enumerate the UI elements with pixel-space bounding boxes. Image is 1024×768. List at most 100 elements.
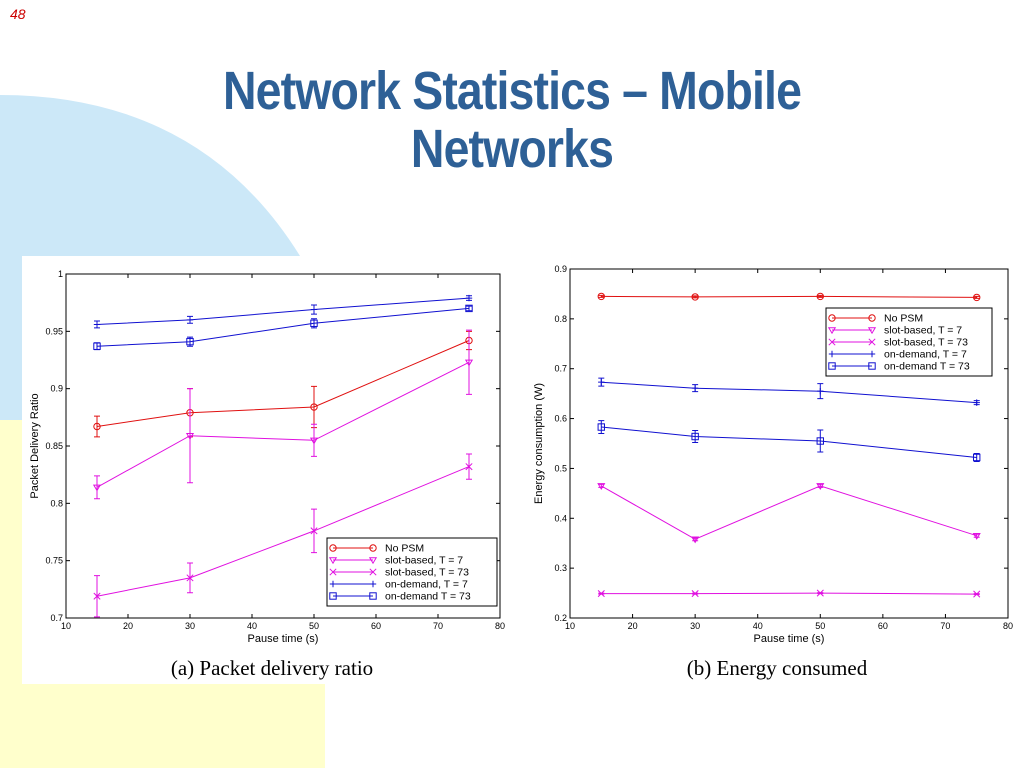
yellow-band-left xyxy=(0,420,22,684)
legend-marker xyxy=(828,350,836,358)
legend-marker xyxy=(828,314,836,322)
data-point xyxy=(816,437,824,445)
data-point xyxy=(817,387,824,395)
legend-label: No PSM xyxy=(884,313,923,325)
x-tick-label: 10 xyxy=(61,621,71,631)
data-point xyxy=(93,592,101,600)
legend-marker xyxy=(868,350,876,358)
error-bar xyxy=(598,483,605,488)
error-bar xyxy=(311,423,317,457)
legend-marker xyxy=(369,544,377,552)
legend-marker xyxy=(868,338,876,346)
data-point xyxy=(309,437,319,445)
data-point xyxy=(816,483,825,491)
y-tick-label: 0.8 xyxy=(50,498,63,508)
series-line xyxy=(601,485,977,540)
error-bar xyxy=(817,483,824,488)
y-tick-label: 0.85 xyxy=(45,441,63,451)
data-point xyxy=(93,342,101,350)
error-bar xyxy=(466,329,472,395)
legend-marker xyxy=(329,592,337,600)
error-bar xyxy=(187,388,193,484)
data-point xyxy=(691,432,699,441)
x-tick-label: 70 xyxy=(940,621,950,631)
legend-marker xyxy=(867,327,877,335)
error-bar xyxy=(466,305,472,312)
x-tick-label: 30 xyxy=(185,621,195,631)
legend-marker xyxy=(868,314,876,322)
y-tick-label: 0.8 xyxy=(554,314,567,324)
x-tick-label: 40 xyxy=(247,621,257,631)
legend-label: on-demand, T = 7 xyxy=(884,349,967,361)
x-tick-label: 80 xyxy=(495,621,505,631)
data-point xyxy=(973,293,981,302)
y-tick-label: 0.75 xyxy=(45,556,63,566)
data-point xyxy=(691,293,699,301)
error-bar xyxy=(94,475,100,500)
data-point xyxy=(598,378,605,386)
x-axis-label: Pause time (s) xyxy=(754,633,825,645)
data-point xyxy=(93,422,101,431)
series-line xyxy=(601,426,977,458)
legend-marker xyxy=(369,592,377,600)
series-line xyxy=(96,307,470,347)
data-point xyxy=(972,533,981,540)
y-axis-label: Energy consumption (W) xyxy=(533,383,545,504)
x-tick-label: 50 xyxy=(309,621,319,631)
legend-label: on-demand T = 73 xyxy=(884,361,970,373)
data-point xyxy=(973,399,980,406)
series-b-4 xyxy=(597,420,981,462)
series-b-1 xyxy=(597,483,981,544)
series-b-2 xyxy=(597,589,981,598)
data-point xyxy=(597,423,605,431)
legend-marker xyxy=(368,557,378,565)
y-tick-label: 0.6 xyxy=(554,414,567,424)
y-tick-label: 0.7 xyxy=(554,364,567,374)
data-point xyxy=(973,453,981,462)
series-line xyxy=(601,381,977,404)
data-point xyxy=(597,292,605,301)
data-point xyxy=(691,536,700,544)
series-a-2 xyxy=(93,453,473,618)
slide-title-line-2: Networks xyxy=(410,119,614,179)
legend-label: slot-based, T = 73 xyxy=(385,567,469,579)
x-tick-label: 80 xyxy=(1003,621,1013,631)
x-tick-label: 20 xyxy=(123,621,133,631)
legend-label: on-demand T = 73 xyxy=(385,591,471,603)
series-a-3 xyxy=(93,294,473,329)
y-tick-label: 0.4 xyxy=(554,513,567,523)
legend-label: slot-based, T = 7 xyxy=(884,325,962,337)
y-tick-label: 0.9 xyxy=(50,384,63,394)
legend-label: on-demand, T = 7 xyxy=(385,579,468,591)
series-b-0 xyxy=(597,292,981,302)
y-tick-label: 0.3 xyxy=(554,563,567,573)
data-point xyxy=(310,403,318,411)
figure-energy-consumed: 10 20 30 40 50 60 70 80 0.2 0.3 0.4 0.5 0.6 0.7 0.8 0.9… xyxy=(530,256,1024,684)
series-line xyxy=(96,361,470,488)
series-a-4 xyxy=(93,304,473,351)
data-point xyxy=(465,463,473,471)
legend-marker xyxy=(328,557,338,565)
x-tick-label: 60 xyxy=(371,621,381,631)
y-tick-label: 0.9 xyxy=(554,264,567,274)
data-point xyxy=(465,304,473,313)
legend-marker xyxy=(868,362,876,370)
error-bar xyxy=(973,295,980,299)
legend-marker xyxy=(369,568,377,576)
x-tick-label: 10 xyxy=(565,621,575,631)
x-tick-label: 60 xyxy=(878,621,888,631)
error-bar xyxy=(692,537,699,542)
legend-marker xyxy=(828,338,836,346)
x-tick-label: 70 xyxy=(433,621,443,631)
x-tick-label: 40 xyxy=(753,621,763,631)
data-point xyxy=(691,590,699,598)
legend-label: slot-based, T = 73 xyxy=(884,337,968,349)
caption-energy-consumed: (b) Energy consumed xyxy=(686,656,868,680)
data-point xyxy=(92,484,102,492)
data-point xyxy=(973,590,981,598)
data-point xyxy=(310,319,318,328)
slide-title-line-1: Network Statistics – Mobile xyxy=(222,61,802,121)
data-point xyxy=(691,384,699,392)
slide-number: 48 xyxy=(10,6,26,22)
